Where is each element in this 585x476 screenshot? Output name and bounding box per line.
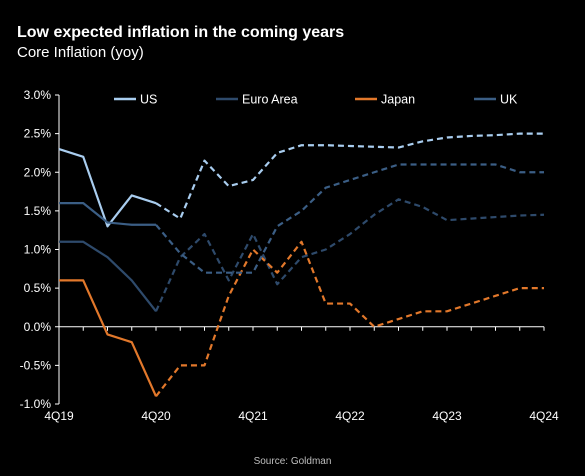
series-line-actual xyxy=(59,240,157,312)
series-us xyxy=(58,132,544,228)
legend-label: Japan xyxy=(381,93,415,107)
y-tick-label: 2.0% xyxy=(24,165,52,179)
y-tick-label: -0.5% xyxy=(20,358,52,372)
y-tick-label: 0.0% xyxy=(24,320,52,334)
x-tick-label: 4Q22 xyxy=(335,409,365,423)
series-layer xyxy=(58,132,545,397)
series-line-forecast xyxy=(155,163,544,274)
legend-label: Euro Area xyxy=(242,93,298,107)
legend-item: UK xyxy=(474,93,518,107)
series-line-actual xyxy=(59,279,158,397)
y-tick-label: 1.5% xyxy=(24,204,52,218)
line-chart: Low expected inflation in the coming yea… xyxy=(17,24,559,423)
x-tick-label: 4Q21 xyxy=(238,409,268,423)
legend-item: Japan xyxy=(355,93,415,107)
legend-item: Euro Area xyxy=(216,93,298,107)
series-uk xyxy=(59,163,544,274)
series-line-forecast xyxy=(155,240,544,397)
chart-panel: Low expected inflation in the coming yea… xyxy=(6,6,579,449)
chart-title: Low expected inflation in the coming yea… xyxy=(17,24,344,41)
x-tick-label: 4Q20 xyxy=(141,409,171,423)
series-line-forecast xyxy=(155,132,544,220)
axes: 3.0%2.5%2.0%1.5%1.0%0.5%0.0%-0.5%-1.0%4Q… xyxy=(20,88,559,423)
source-note: Source: Goldman xyxy=(253,456,332,467)
legend-label: UK xyxy=(500,93,518,107)
y-tick-label: 0.5% xyxy=(24,281,52,295)
series-japan xyxy=(59,240,544,397)
legend-item: US xyxy=(114,93,157,107)
y-tick-label: 1.0% xyxy=(24,243,52,257)
x-tick-label: 4Q19 xyxy=(44,409,74,423)
series-euro-area xyxy=(59,198,545,312)
x-tick-label: 4Q24 xyxy=(529,409,559,423)
y-tick-label: -1.0% xyxy=(20,397,52,411)
series-line-actual xyxy=(58,148,157,228)
legend-label: US xyxy=(140,93,157,107)
y-tick-label: 2.5% xyxy=(24,127,52,141)
y-tick-label: 3.0% xyxy=(24,88,52,102)
x-tick-label: 4Q23 xyxy=(432,409,462,423)
legend: US Euro Area Japan UK xyxy=(114,93,518,107)
chart-subtitle: Core Inflation (yoy) xyxy=(17,44,144,61)
series-line-forecast xyxy=(154,198,545,312)
series-line-actual xyxy=(59,202,156,226)
